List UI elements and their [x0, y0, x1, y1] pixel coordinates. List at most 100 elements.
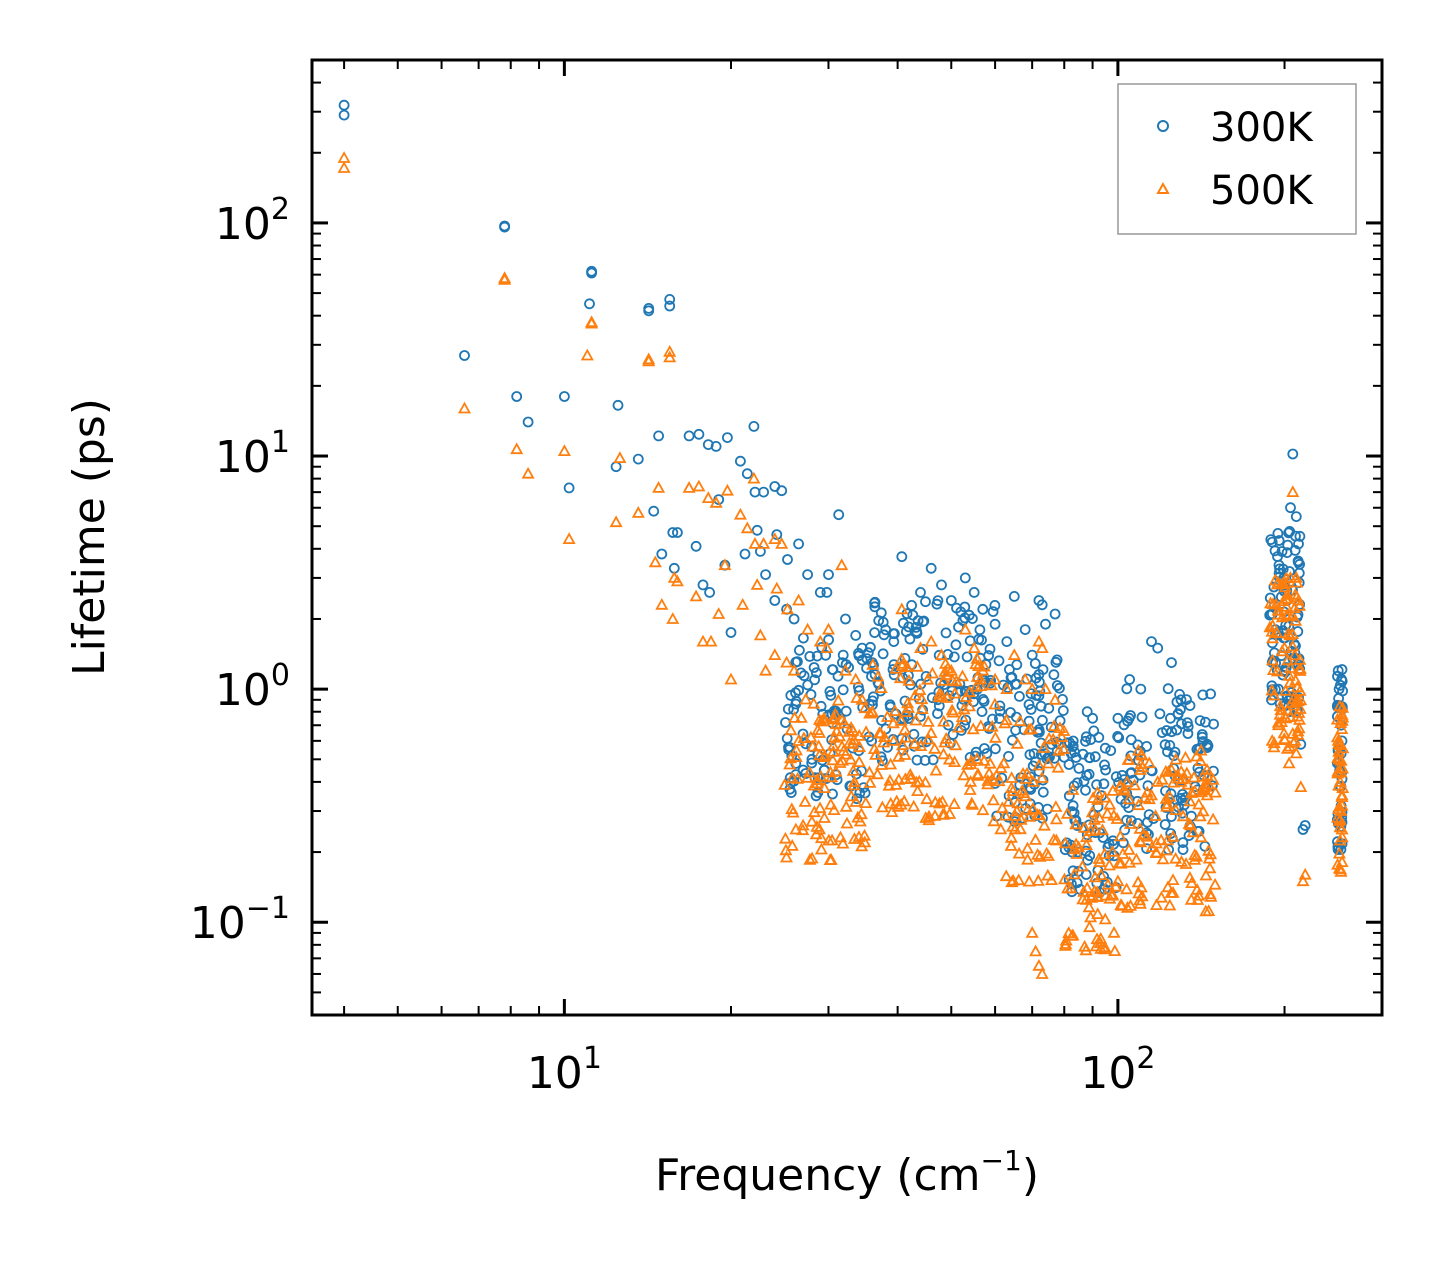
point-300k [1112, 712, 1124, 724]
point-300k [945, 595, 957, 606]
plot-frame [310, 58, 1384, 1017]
point-500k [949, 674, 963, 687]
point-500k [801, 622, 815, 635]
point-300k [804, 651, 816, 662]
point-500k [1288, 587, 1302, 600]
point-300k [1001, 636, 1013, 647]
point-300k [1101, 876, 1113, 888]
point-500k [1082, 920, 1097, 933]
point-300k [917, 616, 929, 628]
y-tick-label: 100 [215, 658, 290, 716]
point-300k [823, 634, 834, 646]
point-300k [758, 486, 769, 498]
point-500k [1271, 718, 1285, 731]
point-500k [846, 764, 860, 776]
point-500k [852, 755, 866, 767]
point-500k [1278, 580, 1292, 593]
point-300k [877, 616, 889, 628]
point-300k [808, 662, 820, 673]
point-500k [1048, 692, 1062, 705]
point-500k [1057, 724, 1071, 736]
point-500k [1290, 693, 1304, 706]
point-500k [951, 720, 965, 733]
point-500k [894, 713, 908, 726]
point-500k [1005, 771, 1019, 783]
point-300k [916, 736, 928, 748]
point-300k [1290, 511, 1302, 522]
point-500k [920, 792, 934, 805]
point-500k [1332, 778, 1346, 791]
point-500k [883, 773, 897, 786]
point-500k [908, 736, 922, 749]
point-500k [1208, 877, 1222, 890]
point-500k [1094, 868, 1108, 880]
point-300k [987, 606, 999, 617]
point-500k [967, 641, 981, 653]
point-300k [1071, 777, 1083, 789]
point-500k [1294, 780, 1308, 792]
point-500k [1031, 848, 1045, 860]
point-500k [915, 702, 929, 714]
point-500k [663, 350, 677, 363]
point-500k [1161, 880, 1175, 893]
point-500k [1091, 907, 1105, 919]
point-500k [971, 768, 985, 781]
point-500k [849, 795, 863, 807]
point-300k [1035, 700, 1047, 712]
point-300k [1336, 664, 1348, 675]
point-500k [1077, 820, 1091, 833]
point-500k [828, 707, 842, 720]
point-500k [1283, 675, 1297, 688]
point-500k [1021, 852, 1035, 865]
point-500k [1279, 684, 1293, 696]
point-500k [851, 810, 865, 823]
point-500k [910, 659, 924, 672]
point-500k [1035, 771, 1049, 783]
point-500k [988, 730, 1002, 743]
point-500k [947, 797, 961, 809]
point-500k [814, 842, 828, 855]
point-500k [995, 801, 1009, 814]
point-300k [1154, 708, 1166, 720]
point-500k [1004, 839, 1018, 851]
point-300k [977, 603, 989, 615]
point-500k [780, 655, 794, 668]
point-300k [1135, 683, 1147, 695]
point-300k [984, 643, 996, 655]
legend-label-500k: 500K [1210, 168, 1314, 214]
point-300k [1277, 563, 1289, 575]
point-500k [712, 607, 726, 619]
point-300k [1124, 674, 1135, 685]
point-300k [936, 579, 947, 591]
point-500k [1020, 766, 1034, 779]
point-500k [934, 648, 949, 660]
point-500k [498, 272, 512, 285]
point-500k [895, 602, 909, 615]
point-300k [968, 587, 980, 598]
point-500k [1188, 784, 1202, 797]
point-300k [338, 99, 350, 111]
point-500k [817, 714, 831, 727]
point-500k [704, 634, 718, 647]
point-500k [1289, 571, 1303, 583]
point-500k [1103, 797, 1117, 810]
point-500k [770, 581, 784, 594]
point-300k [955, 606, 967, 618]
point-500k [998, 808, 1012, 821]
point-500k [1275, 610, 1289, 623]
point-500k [810, 773, 824, 785]
point-500k [1292, 599, 1307, 611]
point-500k [1131, 875, 1145, 888]
point-500k [817, 711, 831, 724]
point-500k [1067, 867, 1081, 880]
point-300k [563, 482, 575, 494]
point-500k [1030, 808, 1045, 820]
point-500k [966, 722, 980, 735]
point-500k [1159, 843, 1173, 856]
point-500k [1166, 829, 1180, 842]
point-500k [1065, 929, 1079, 941]
point-500k [999, 869, 1013, 882]
point-300k [559, 391, 570, 402]
point-500k [1059, 937, 1073, 949]
